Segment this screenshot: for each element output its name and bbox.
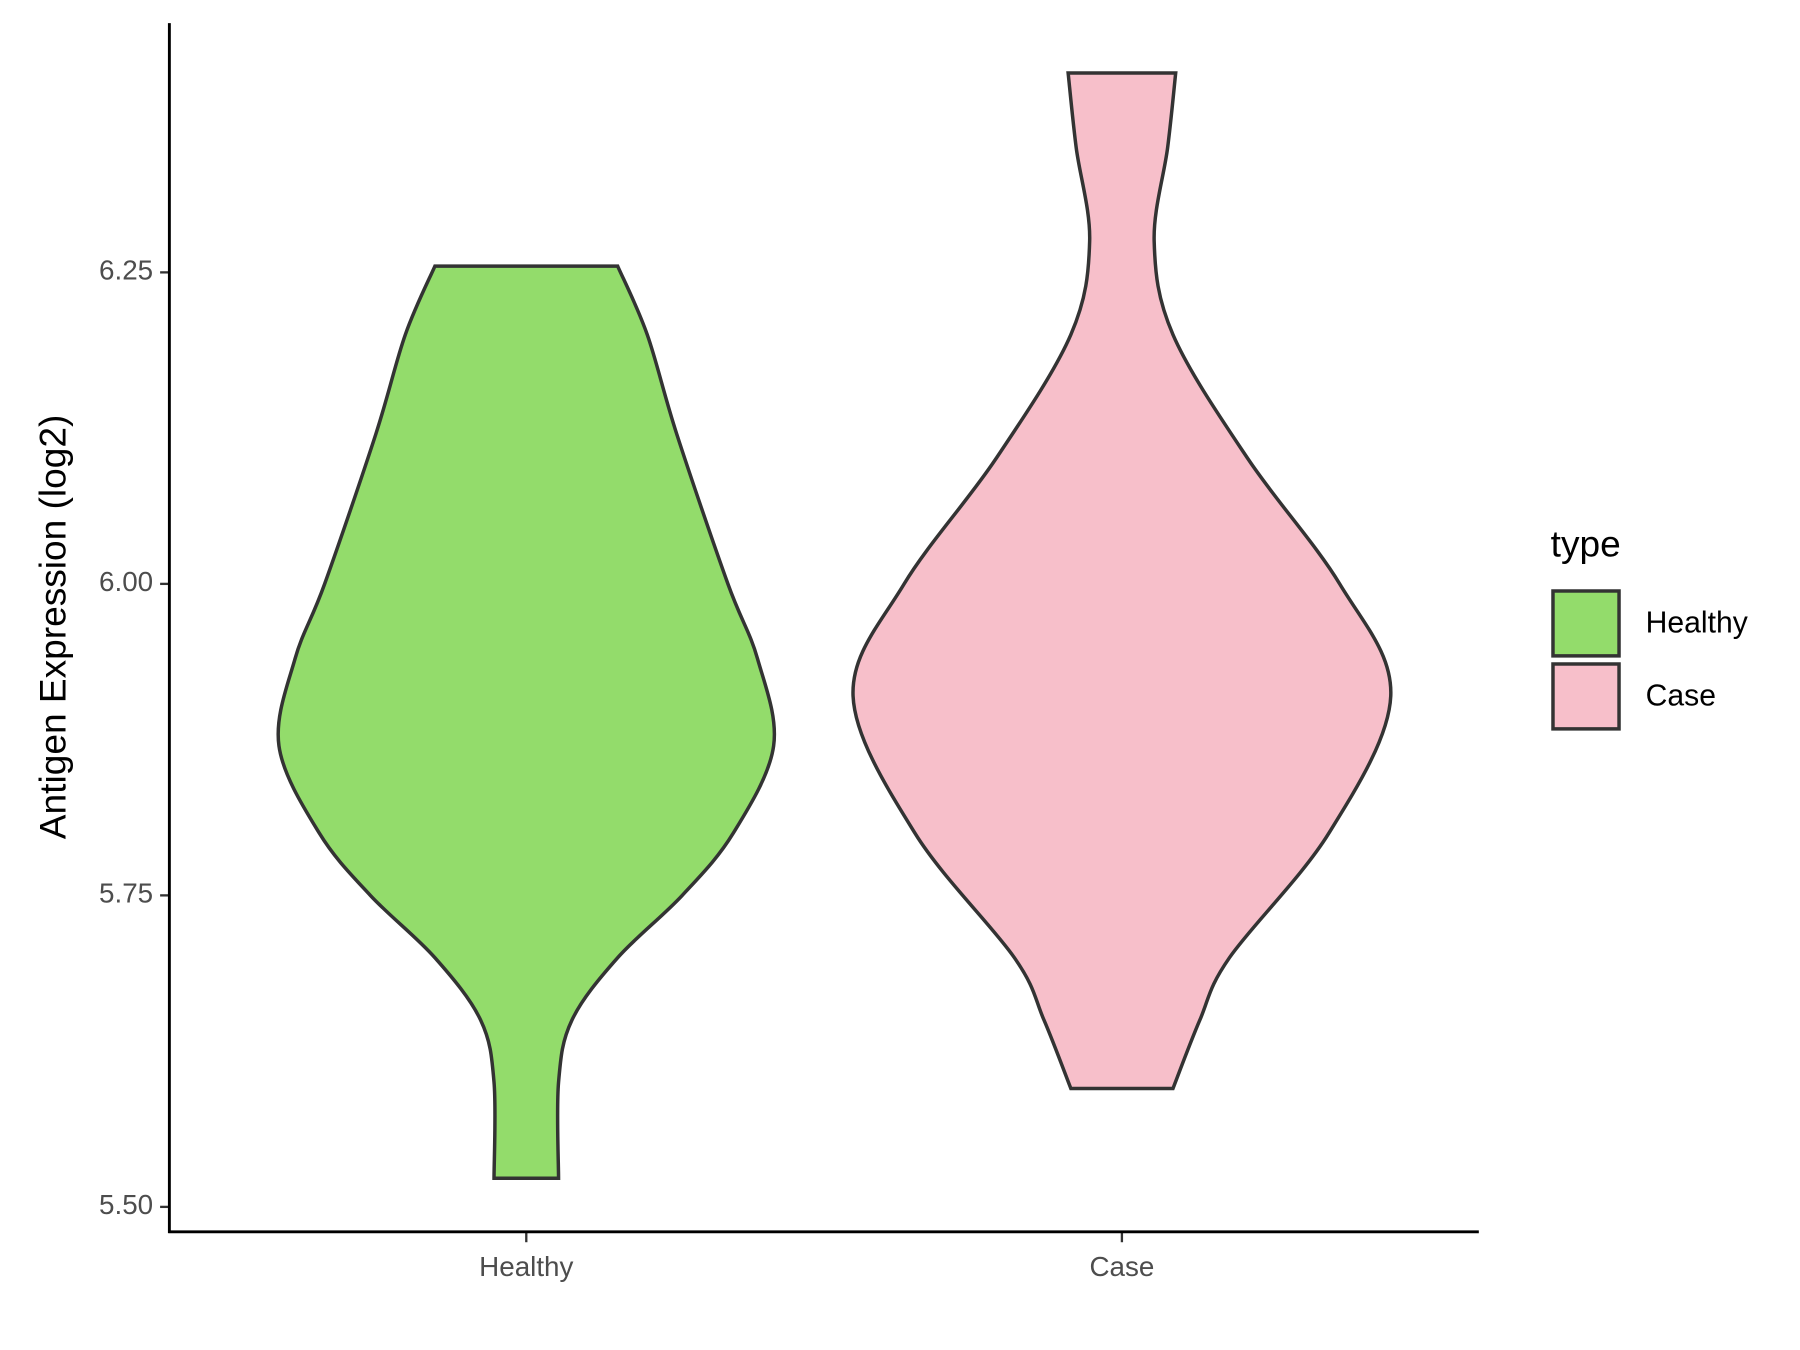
y-axis-title: Antigen Expression (log2) bbox=[32, 415, 74, 840]
legend-label: Case bbox=[1646, 680, 1716, 713]
legend-title: type bbox=[1551, 523, 1621, 565]
legend-key bbox=[1551, 589, 1621, 658]
y-tick-label: 5.75 bbox=[99, 878, 153, 909]
violin bbox=[851, 71, 1393, 1091]
y-tick-label: 6.25 bbox=[99, 255, 153, 286]
x-tick-label: Healthy bbox=[479, 1251, 573, 1282]
legend-key bbox=[1551, 662, 1621, 731]
legend-label: Healthy bbox=[1646, 607, 1748, 640]
x-tick-label: Case bbox=[1089, 1251, 1154, 1282]
y-tick-label: 5.50 bbox=[99, 1189, 153, 1220]
y-tick-label: 6.00 bbox=[99, 566, 153, 597]
violin bbox=[276, 264, 777, 1180]
